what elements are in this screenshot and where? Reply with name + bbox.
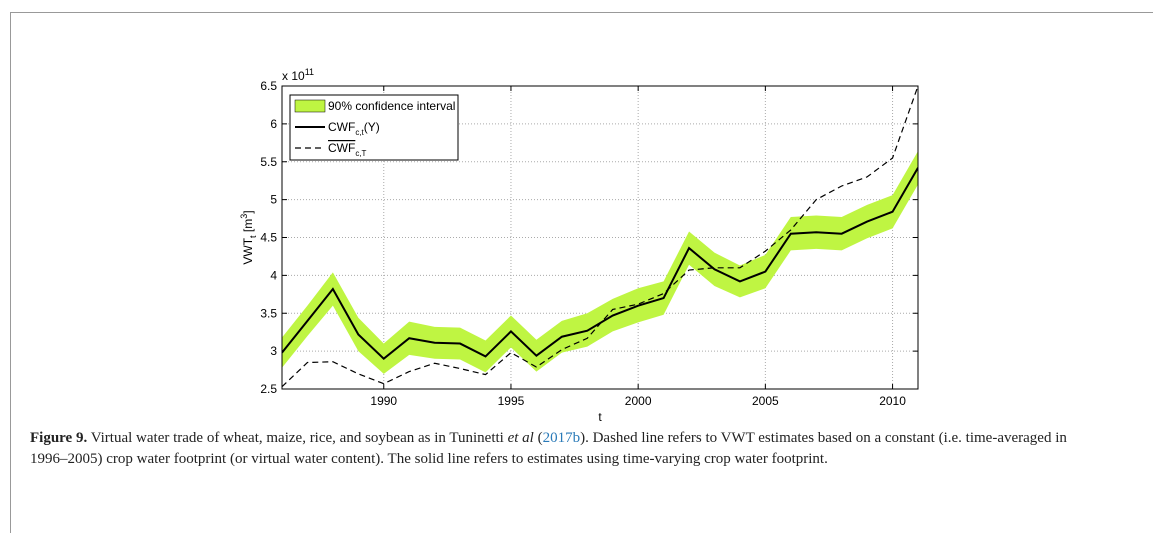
legend-label: CWFc,T	[328, 141, 367, 158]
axis-multiplier: x 1011	[282, 67, 314, 83]
x-axis-label: t	[598, 410, 602, 424]
x-tick-label: 2005	[752, 394, 779, 408]
x-tick-label: 2000	[625, 394, 652, 408]
y-label-unit: [m	[241, 219, 255, 236]
legend-name: CWF	[328, 120, 355, 134]
y-tick-label: 2.5	[260, 382, 277, 396]
legend-label: 90% confidence interval	[328, 99, 455, 113]
y-tick-label: 3	[270, 344, 277, 358]
citation-link[interactable]: 2017b	[542, 430, 581, 446]
dashed-line	[282, 86, 918, 388]
x-tick-label: 2010	[879, 394, 906, 408]
legend-swatch	[294, 99, 326, 113]
y-label-sub: t	[248, 235, 258, 238]
y-axis-label: VWTt [m3]	[239, 210, 258, 264]
legend-sub: c,T	[355, 149, 366, 158]
y-label-unit: ]	[241, 210, 255, 213]
multiplier-exponent: 11	[305, 67, 314, 77]
y-tick-label: 3.5	[260, 306, 277, 320]
legend-name: 90% confidence interval	[328, 99, 455, 113]
y-tick-label: 5	[270, 193, 277, 207]
y-tick-label: 5.5	[260, 155, 277, 169]
legend-suffix: (Y)	[364, 120, 380, 134]
y-tick-label: 6.5	[260, 79, 277, 93]
caption: Figure 9. Virtual water trade of wheat, …	[30, 428, 1090, 470]
y-label-sup: 3	[239, 214, 249, 219]
caption-italic: et al	[507, 430, 534, 446]
legend-name: CWF	[328, 141, 355, 155]
legend-label: CWFc,t(Y)	[328, 120, 380, 137]
axes-box	[281, 85, 919, 390]
y-label-text: VWT	[241, 237, 255, 264]
plot-area	[282, 86, 918, 388]
caption-text: Virtual water trade of wheat, maize, ric…	[87, 430, 508, 446]
x-tick-label: 1990	[370, 394, 397, 408]
frame	[10, 12, 11, 533]
caption-text: (	[533, 430, 543, 446]
frame	[10, 12, 1153, 13]
multiplier-base: x 10	[282, 69, 305, 83]
chart: 2.5 3 3.5 4 4.5 5 5.5 6 6.5 1990 1995 2000 2005 2010 x…	[239, 67, 919, 424]
confidence-band	[282, 151, 918, 374]
y-tick-label: 4	[270, 268, 277, 282]
x-tick-label: 1995	[498, 394, 525, 408]
y-tick-label: 6	[270, 117, 277, 131]
caption-label: Figure 9.	[30, 430, 88, 446]
y-tick-label: 4.5	[260, 231, 277, 245]
legend-sub: c,t	[355, 128, 364, 137]
caption-text: ). Dashed line refers to VWT estimates b…	[30, 430, 1067, 467]
